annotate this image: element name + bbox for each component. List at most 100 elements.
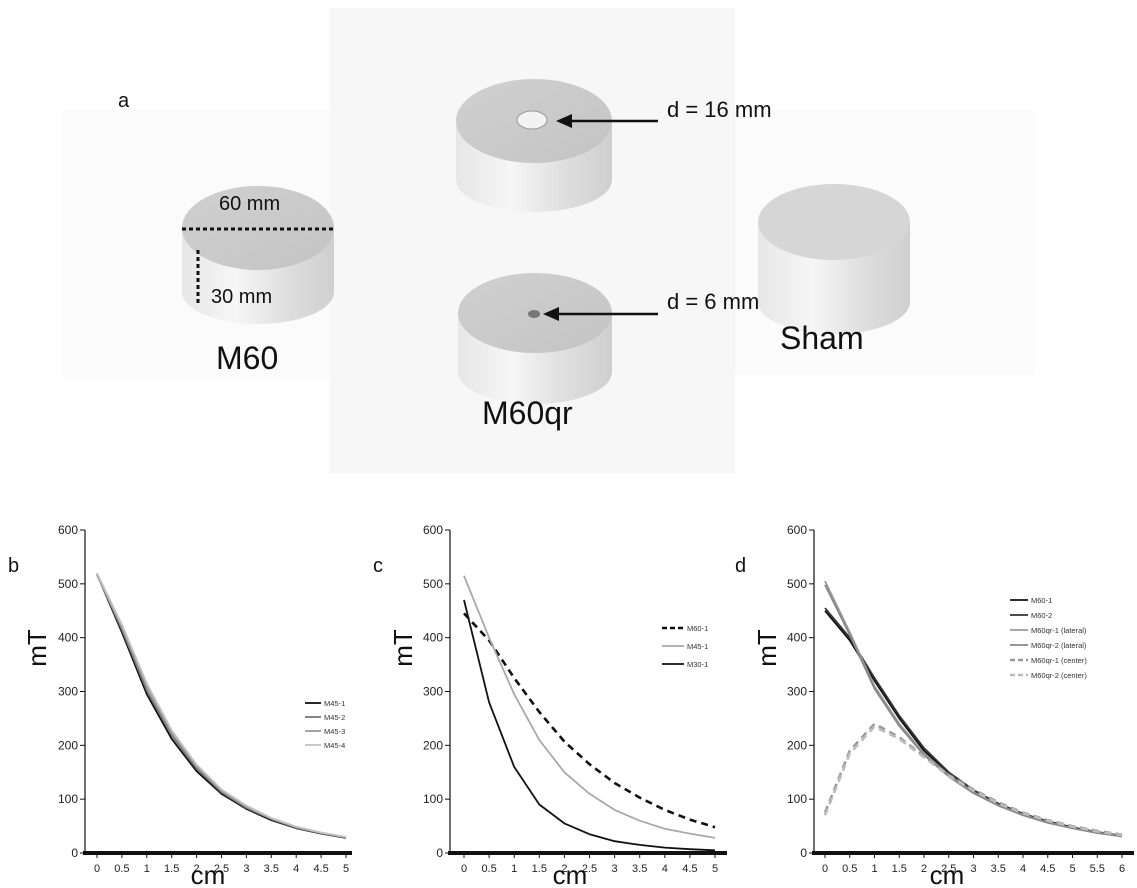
legend-entry: M45-4	[324, 741, 345, 750]
x-tick-label: 0	[461, 863, 467, 875]
x-tick-label: 0.5	[114, 863, 129, 875]
y-tick-label: 500	[787, 577, 807, 591]
magnet-drawings	[182, 79, 910, 404]
legend-entry: M60-1	[1031, 596, 1052, 605]
y-tick-label: 100	[787, 792, 807, 806]
y-axis-label: mT	[388, 629, 418, 667]
hole-6mm-label: d = 6 mm	[667, 289, 760, 314]
legend-entry: M45-2	[324, 713, 345, 722]
y-tick-label: 400	[423, 631, 443, 645]
legend-entry: M60-2	[1031, 611, 1052, 620]
y-tick-label: 200	[58, 738, 78, 752]
legend-entry: M30-1	[687, 660, 708, 669]
x-tick-label: 2.5	[214, 863, 229, 875]
x-tick-label: 2.5	[941, 863, 956, 875]
m60-height-label: 30 mm	[211, 286, 273, 308]
x-tick-label: 4	[662, 863, 668, 875]
m60qr-magnet	[458, 273, 658, 404]
y-tick-label: 300	[423, 685, 443, 699]
x-tick-label: 2	[561, 863, 567, 875]
series-line-m45-4	[96, 572, 347, 838]
sham-name-label: Sham	[780, 320, 864, 356]
x-tick-label: 4	[1020, 863, 1026, 875]
legend-entry: M45-3	[324, 727, 345, 736]
y-tick-label: 600	[423, 523, 443, 537]
panel-a-label: a	[118, 90, 130, 112]
y-tick-label: 400	[58, 631, 78, 645]
x-tick-label: 2	[921, 863, 927, 875]
x-tick-label: 1.5	[532, 863, 547, 875]
x-tick-label: 3	[243, 863, 249, 875]
x-axis-label: cm	[930, 860, 965, 888]
legend-entry: M60qr-2 (center)	[1031, 671, 1087, 680]
y-tick-label: 100	[423, 792, 443, 806]
x-tick-label: 3	[612, 863, 618, 875]
y-tick-label: 300	[787, 685, 807, 699]
y-tick-label: 0	[71, 846, 78, 860]
x-tick-label: 0	[822, 863, 828, 875]
series-line-m60qr-1-lateral-	[824, 580, 1123, 838]
arrow-icon	[556, 114, 572, 128]
series-line-m60qr-1-center-	[823, 722, 1123, 836]
x-tick-label: 0.5	[481, 863, 496, 875]
y-axis-label: mT	[22, 629, 52, 667]
m60-diameter-label: 60 mm	[219, 193, 281, 215]
x-tick-label: 3.5	[632, 863, 647, 875]
sham-magnet	[758, 184, 910, 334]
x-tick-label: 2	[194, 863, 200, 875]
y-tick-label: 0	[800, 846, 807, 860]
panel-letter: d	[735, 555, 746, 577]
x-tick-label: 4.5	[1040, 863, 1055, 875]
series-line-m60qr-2-center-	[823, 725, 1123, 837]
series-line-m45-1	[463, 575, 716, 839]
legend-entry: M45-1	[687, 642, 708, 651]
x-axis-label: cm	[553, 860, 588, 888]
x-tick-label: 4	[293, 863, 299, 875]
x-tick-label: 1	[871, 863, 877, 875]
series-line-m30-1	[463, 599, 716, 852]
x-tick-label: 5	[1069, 863, 1075, 875]
x-tick-label: 4.5	[682, 863, 697, 875]
legend-entry: M45-1	[324, 699, 345, 708]
y-tick-label: 600	[787, 523, 807, 537]
panel-letter: c	[373, 555, 383, 577]
x-tick-label: 5	[343, 863, 349, 875]
m60qr-name-label: M60qr	[482, 395, 573, 431]
hole-16mm	[516, 110, 548, 130]
panel-letter: b	[8, 555, 19, 577]
y-tick-label: 600	[58, 523, 78, 537]
x-tick-label: 5.5	[1090, 863, 1105, 875]
x-tick-label: 1.5	[892, 863, 907, 875]
legend-entry: M60qr-2 (lateral)	[1031, 641, 1087, 650]
y-tick-label: 500	[423, 577, 443, 591]
x-tick-label: 6	[1119, 863, 1125, 875]
legend-entry: M60qr-1 (lateral)	[1031, 626, 1087, 635]
m60-magnet	[182, 186, 334, 324]
x-tick-label: 0	[94, 863, 100, 875]
x-tick-label: 0.5	[842, 863, 857, 875]
legend-entry: M60-1	[687, 624, 708, 633]
x-tick-label: 1.5	[164, 863, 179, 875]
y-axis-label: mT	[752, 629, 782, 667]
x-tick-label: 2.5	[582, 863, 597, 875]
x-tick-label: 4.5	[313, 863, 328, 875]
y-tick-label: 400	[787, 631, 807, 645]
x-tick-label: 1	[511, 863, 517, 875]
y-tick-label: 100	[58, 792, 78, 806]
x-axis-label: cm	[191, 860, 226, 888]
x-tick-label: 5	[712, 863, 718, 875]
y-tick-label: 0	[436, 846, 443, 860]
y-tick-label: 500	[58, 577, 78, 591]
y-tick-label: 200	[787, 738, 807, 752]
arrow-icon	[543, 307, 559, 321]
y-tick-label: 300	[58, 685, 78, 699]
series-line-m60qr-2-lateral-	[824, 584, 1123, 838]
x-tick-label: 3.5	[264, 863, 279, 875]
hole-6mm	[528, 310, 540, 318]
legend-entry: M60qr-1 (center)	[1031, 656, 1087, 665]
m60-16mm-hole-magnet	[456, 79, 658, 212]
x-tick-label: 3.5	[991, 863, 1006, 875]
